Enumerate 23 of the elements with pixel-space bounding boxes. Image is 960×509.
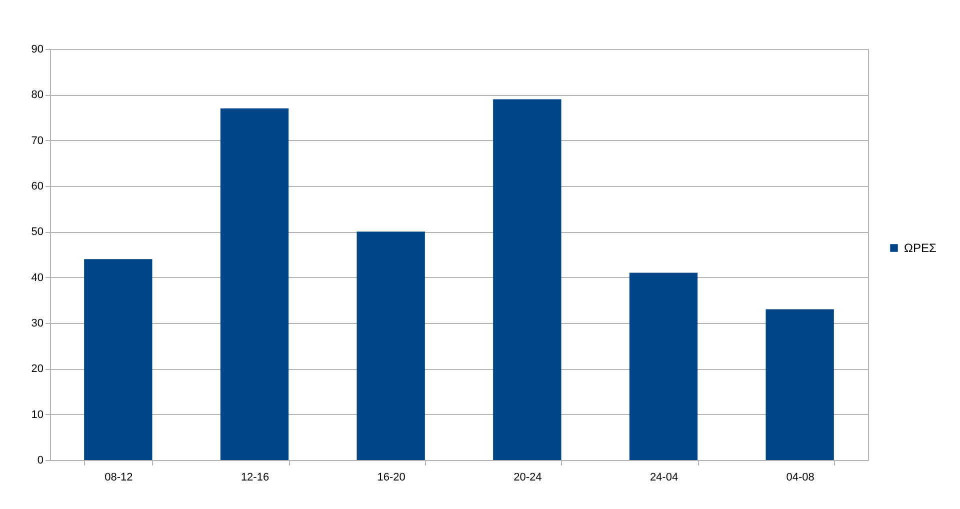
y-tick-label: 50 (31, 226, 44, 238)
x-tick-label: 12-16 (240, 472, 270, 484)
y-tick-label: 60 (31, 180, 44, 192)
bar (766, 309, 834, 460)
bar (84, 259, 152, 460)
bar (356, 232, 425, 460)
y-tick-label: 20 (31, 363, 44, 376)
y-tick-label: 0 (37, 454, 44, 466)
y-tick-label: 30 (31, 318, 44, 330)
bar (629, 272, 698, 460)
x-tick-label: 04-08 (786, 472, 814, 484)
y-tick-label: 70 (31, 134, 44, 147)
y-tick-label: 10 (31, 408, 44, 421)
y-tick-label: 80 (31, 89, 44, 102)
x-tick-label: 08-12 (104, 472, 133, 484)
y-tick-label: 90 (31, 44, 44, 56)
x-tick-label: 16-20 (377, 472, 406, 484)
x-tick-label: 20-24 (514, 472, 542, 484)
y-tick-label: 40 (31, 272, 44, 284)
bar (493, 99, 562, 460)
legend-label: ΩΡΕΣ (904, 241, 936, 255)
bar (220, 108, 289, 460)
x-tick-label: 24-04 (650, 472, 678, 484)
